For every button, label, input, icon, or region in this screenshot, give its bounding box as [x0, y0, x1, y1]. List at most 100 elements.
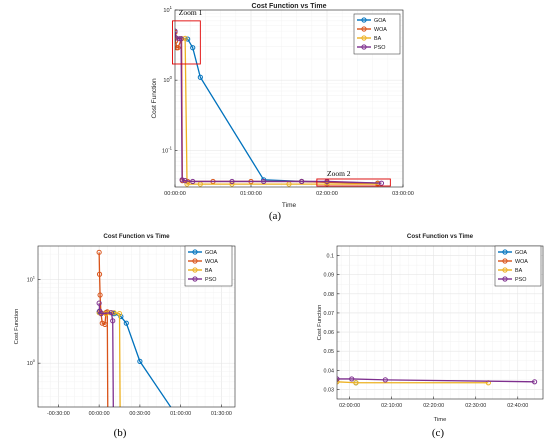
legend-label-pso: PSO — [205, 277, 216, 283]
y-tick-label: 100 — [27, 358, 36, 367]
legend: GOA WOA BA PSO — [494, 245, 542, 287]
y-tick-label: 0.09 — [324, 273, 335, 279]
data-point-woa — [96, 271, 103, 277]
data-point-goa — [118, 313, 124, 320]
y-tick-label: 101 — [27, 274, 36, 283]
series-group — [175, 28, 385, 187]
legend-marker-pso — [361, 44, 367, 50]
x-tick-label: 02:20:00 — [423, 403, 444, 409]
legend-label-ba: BA — [374, 36, 382, 42]
data-point-goa — [197, 74, 203, 80]
y-axis-label: Cost Function — [14, 309, 20, 345]
legend-marker-ba — [502, 267, 508, 273]
series-line-pso — [337, 378, 535, 383]
legend-marker-pso — [192, 276, 198, 282]
x-tick-label: 03:00:00 — [392, 191, 414, 197]
legend-marker-woa — [192, 258, 198, 264]
data-point-pso — [98, 311, 104, 317]
plot-frame — [37, 245, 236, 408]
y-axis-label: Cost Function — [151, 78, 158, 118]
data-point-ba — [116, 311, 123, 317]
legend-marker-goa — [361, 17, 367, 23]
data-point-pso — [175, 35, 179, 41]
x-tick-label: 00:30:00 — [129, 411, 150, 417]
data-point-pso — [190, 178, 196, 185]
legend-label-woa: WOA — [515, 259, 528, 265]
data-point-goa — [179, 420, 183, 424]
data-point-ba — [337, 379, 340, 385]
legend-marker-pso — [502, 276, 508, 282]
data-point-pso — [178, 36, 184, 42]
series-line-ba — [337, 381, 489, 384]
legend-marker-woa — [361, 26, 367, 32]
data-point-pso — [111, 420, 115, 424]
data-point-woa — [175, 38, 179, 44]
data-point-pso — [337, 376, 340, 382]
series-line-pso — [98, 303, 114, 407]
data-point-pso — [96, 300, 102, 306]
y-tick-label: 101 — [163, 5, 172, 14]
x-tick-label: 02:30:00 — [465, 403, 486, 409]
y-tick-label: 10-1 — [162, 145, 173, 154]
legend-marker-goa — [192, 249, 198, 255]
data-point-pso — [261, 178, 267, 185]
legend-marker-goa — [502, 249, 508, 255]
legend-label-goa: GOA — [374, 18, 386, 24]
data-point-woa — [102, 321, 108, 328]
panel-label: (c) — [432, 427, 445, 439]
data-point-pso — [110, 318, 116, 324]
zoom-label-2: Zoom 2 — [327, 169, 351, 178]
x-tick-label: -00:30:00 — [47, 411, 70, 417]
x-tick-label: 00:00:00 — [164, 191, 186, 197]
x-axis-label: Time — [282, 202, 297, 209]
y-tick-label: 0.1 — [327, 254, 335, 260]
x-tick-label: 01:00:00 — [240, 191, 262, 197]
legend-label-woa: WOA — [205, 259, 218, 265]
chart-title: Cost Function vs Time — [407, 233, 474, 240]
data-point-pso — [108, 310, 114, 316]
y-tick-label: 0.08 — [324, 292, 335, 298]
data-point-goa — [123, 320, 129, 326]
legend-marker-ba — [192, 267, 198, 273]
y-axis-label: Cost Function — [317, 305, 323, 341]
y-tick-label: 0.04 — [324, 368, 335, 374]
data-point-ba — [353, 380, 359, 386]
plot-frame — [336, 245, 544, 400]
legend-label-ba: BA — [515, 268, 523, 274]
data-point-woa — [97, 292, 103, 298]
data-point-woa — [96, 249, 102, 255]
data-point-pso — [175, 28, 178, 34]
legend: GOA WOA BA PSO — [184, 245, 233, 287]
data-point-goa — [190, 45, 196, 51]
legend-label-woa: WOA — [374, 27, 387, 33]
data-point-goa — [137, 358, 143, 364]
data-point-pso — [176, 36, 183, 42]
data-point-woa — [99, 320, 105, 326]
data-point-pso — [531, 379, 538, 385]
plot-frame — [174, 9, 404, 188]
data-point-pso — [179, 177, 185, 183]
x-tick-label: 00:00:00 — [89, 411, 110, 417]
x-axis-label: Time — [434, 417, 447, 423]
data-point-woa — [106, 420, 110, 424]
legend-marker-woa — [502, 258, 508, 264]
chart-title: Cost Function vs Time — [252, 3, 327, 10]
data-point-pso — [378, 180, 385, 186]
data-point-pso — [349, 376, 355, 382]
y-tick-label: 0.07 — [324, 311, 335, 317]
data-point-woa — [175, 45, 181, 51]
data-point-pso — [299, 178, 305, 185]
data-point-ba — [118, 420, 122, 424]
x-tick-label: 02:00:00 — [339, 403, 360, 409]
legend-marker-ba — [361, 35, 367, 41]
y-tick-label: 0.03 — [324, 387, 335, 393]
data-point-pso — [382, 377, 388, 383]
data-point-pso — [229, 178, 235, 185]
x-tick-label: 01:30:00 — [211, 411, 232, 417]
legend-label-pso: PSO — [515, 277, 526, 283]
x-tick-label: 02:00:00 — [316, 191, 338, 197]
data-point-pso — [182, 178, 188, 184]
y-tick-label: 100 — [163, 75, 172, 84]
legend-label-ba: BA — [205, 268, 213, 274]
